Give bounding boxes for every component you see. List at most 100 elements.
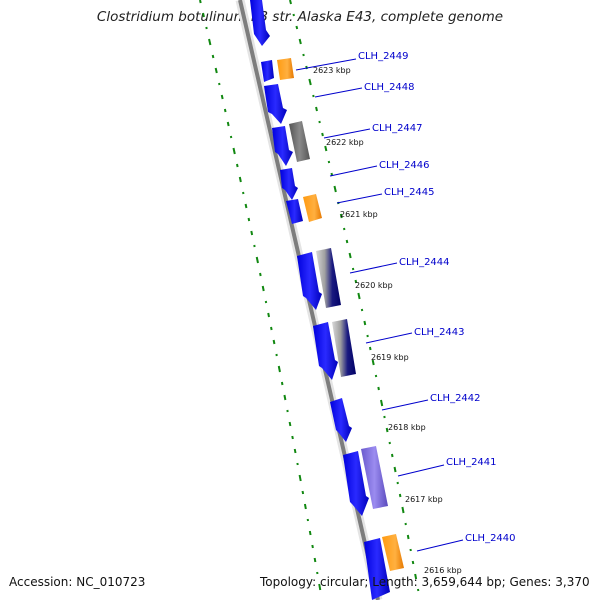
kbp-tick-label: 2618 kbp [388, 423, 426, 432]
gc-dash [313, 557, 317, 563]
gene-arrow[interactable] [280, 168, 298, 200]
accession-label: Accession: NC_010723 [9, 575, 146, 589]
kbp-tick-label: 2621 kbp [340, 210, 378, 219]
gc-dash [303, 503, 307, 510]
gc-dash [401, 506, 405, 514]
gc-dash [390, 453, 394, 458]
gene-arrow[interactable] [297, 252, 322, 310]
gc-dash [385, 427, 389, 433]
gc-dash [406, 534, 410, 540]
gc-dash [311, 544, 314, 549]
gc-dash [236, 163, 239, 168]
gc-dash [333, 185, 337, 193]
genome-summary: Topology: circular; Length: 3,659,644 bp… [260, 575, 590, 589]
gc-dash [267, 312, 270, 318]
gc-dash [308, 78, 312, 86]
leader-line [323, 128, 371, 139]
gc-dash [223, 108, 227, 113]
gene-block-orange[interactable] [382, 534, 404, 571]
leader-line [349, 262, 398, 274]
gene-arrow[interactable] [330, 398, 352, 442]
map-title: Clostridium botulinum E3 str. Alaska E43… [96, 9, 504, 25]
gc-dash [211, 54, 215, 59]
kbp-tick-label: 2616 kbp [424, 566, 462, 575]
gc-dash [270, 326, 273, 331]
gene-block-purple[interactable] [361, 446, 388, 509]
gc-dash [238, 176, 242, 183]
gene-arrow[interactable] [250, 0, 270, 46]
gc-dash [357, 292, 361, 300]
leader-line [336, 193, 383, 204]
leader-line [381, 399, 429, 411]
gene-label[interactable]: CLH_2440 [465, 533, 516, 544]
gene-arrow[interactable] [364, 538, 390, 600]
gc-dash [291, 435, 294, 440]
gene-label[interactable]: CLH_2442 [430, 393, 481, 404]
gc-dash [321, 132, 324, 137]
gc-dash [380, 399, 384, 407]
gene-arrow[interactable] [343, 451, 369, 516]
leader-line [295, 58, 357, 71]
gc-dash [363, 320, 367, 326]
gc-dash [377, 386, 380, 391]
kbp-tick-label: 2620 kbp [355, 281, 393, 290]
gc-dash [288, 421, 292, 427]
gc-content-track-outer [199, 0, 322, 591]
gc-dash [277, 365, 281, 373]
gc-dash [220, 94, 224, 100]
gc-dash [250, 230, 254, 236]
kbp-tick-label: 2623 kbp [313, 66, 351, 75]
gene-label[interactable]: CLH_2443 [414, 327, 465, 338]
gc-dash [298, 474, 302, 482]
gc-dash [244, 203, 248, 209]
gene-label[interactable]: CLH_2446 [379, 160, 430, 171]
gc-dash [308, 530, 312, 536]
leader-line [397, 464, 445, 477]
gc-dash [295, 25, 299, 30]
gene-features [250, 0, 390, 600]
gc-dash [301, 490, 305, 495]
gc-dash [368, 346, 372, 351]
gc-dash [414, 573, 418, 580]
gene-block-silver-navy[interactable] [316, 248, 341, 308]
gene-label[interactable]: CLH_2441 [446, 457, 497, 468]
leader-line [416, 539, 464, 552]
gene-arrow[interactable] [286, 199, 303, 224]
gc-dash [226, 121, 230, 127]
gene-label[interactable]: CLH_2449 [358, 51, 409, 62]
gc-dash [259, 272, 262, 277]
gc-dash [398, 493, 402, 498]
kbp-ticks: 2623 kbp 2622 kbp 2621 kbp 2620 kbp 2619… [313, 66, 462, 575]
gc-dash [199, 0, 202, 4]
gene-label[interactable]: CLH_2447 [372, 123, 423, 134]
gene-block-orange[interactable] [303, 194, 322, 222]
gc-dash [324, 145, 328, 152]
gene-label[interactable]: CLH_2445 [384, 187, 435, 198]
gene-block-silver-navy[interactable] [332, 319, 356, 377]
gene-label[interactable]: CLH_2448 [364, 82, 415, 93]
gc-dash [348, 252, 352, 259]
gene-arrow[interactable] [272, 126, 293, 166]
gc-dash [214, 67, 218, 74]
gene-arrow[interactable] [261, 60, 274, 82]
gc-dash [202, 12, 205, 18]
label-leaders [295, 58, 464, 552]
gc-dash [247, 217, 251, 222]
gene-block-orange[interactable] [277, 58, 294, 80]
gc-dash [354, 279, 358, 284]
gc-dash [298, 38, 302, 45]
gene-arrow[interactable] [264, 84, 287, 124]
gene-arrow[interactable] [313, 322, 338, 380]
gc-dash [280, 381, 284, 386]
gc-content-track-inner [289, 0, 420, 592]
gc-dash [315, 106, 318, 112]
gc-dash [371, 359, 375, 366]
gene-labels: CLH_2449 CLH_2448 CLH_2447 CLH_2446 CLH_… [358, 51, 516, 544]
gc-dash [272, 339, 276, 345]
gc-dash [283, 394, 287, 401]
gc-dash [318, 583, 322, 591]
gene-block-gray[interactable] [289, 121, 310, 162]
gene-label[interactable]: CLH_2444 [399, 257, 450, 268]
